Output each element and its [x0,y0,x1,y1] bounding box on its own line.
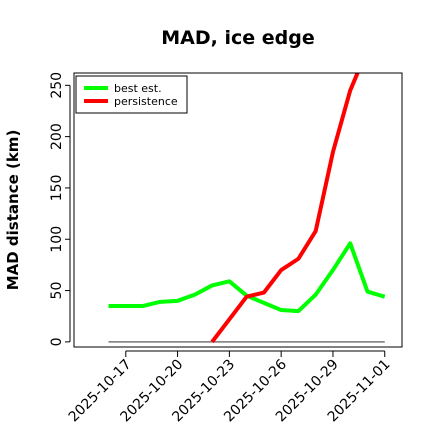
y-tick-label: 100 [49,226,65,253]
legend-label: persistence [114,95,178,108]
series-layer [108,73,386,344]
series-line-persistence [210,73,360,344]
y-tick-label: 200 [49,123,65,150]
y-tick-label: 0 [49,337,65,346]
y-tick-label: 50 [49,282,65,300]
y-tick-label: 250 [49,72,65,99]
legend-label: best est. [114,82,162,95]
y-tick-label: 150 [49,175,65,202]
chart-title: MAD, ice edge [161,27,314,49]
y-axis-label: MAD distance (km) [4,130,22,291]
legend: best est.persistence [75,75,188,114]
plot-frame [73,72,403,348]
series-line-best-est [108,241,386,314]
legend-box [75,75,188,114]
